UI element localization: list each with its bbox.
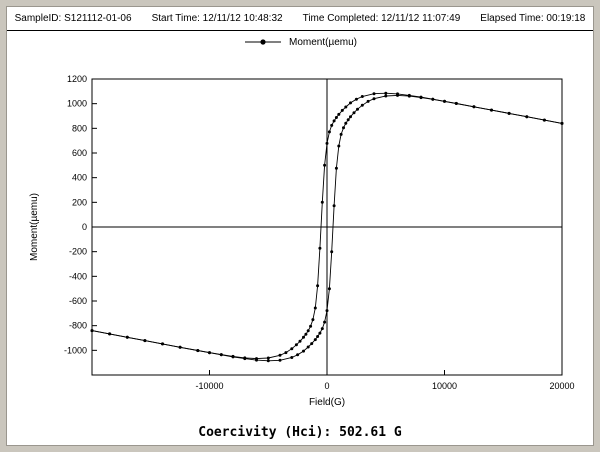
- svg-text:400: 400: [72, 173, 87, 183]
- svg-text:0: 0: [82, 222, 87, 232]
- svg-text:Field(G): Field(G): [309, 397, 345, 408]
- elapsed-time-text: Elapsed Time: 00:19:18: [480, 13, 586, 24]
- svg-text:20000: 20000: [549, 381, 574, 391]
- svg-text:-200: -200: [69, 247, 87, 257]
- legend-marker-icon: [245, 39, 281, 45]
- svg-text:-600: -600: [69, 296, 87, 306]
- svg-text:-1000: -1000: [64, 345, 87, 355]
- svg-text:800: 800: [72, 123, 87, 133]
- svg-text:-400: -400: [69, 271, 87, 281]
- legend: Moment(µemu): [7, 34, 593, 50]
- svg-text:-800: -800: [69, 321, 87, 331]
- sample-id-text: SampleID: S121112-01-06: [14, 13, 132, 24]
- chart-area: 1200 1000 800 600 400 200 0 -200 -400 -600 -800 -10…: [21, 61, 581, 416]
- svg-text:-10000: -10000: [195, 381, 223, 391]
- time-completed-text: Time Completed: 12/11/12 11:07:49: [302, 13, 461, 24]
- svg-text:200: 200: [72, 197, 87, 207]
- svg-text:Moment(µemu): Moment(µemu): [29, 193, 40, 261]
- svg-text:600: 600: [72, 148, 87, 158]
- start-time-text: Start Time: 12/11/12 10:48:32: [151, 13, 283, 24]
- hysteresis-plot: 1200 1000 800 600 400 200 0 -200 -400 -600 -800 -10…: [29, 74, 575, 408]
- svg-text:1200: 1200: [67, 74, 87, 84]
- svg-text:1000: 1000: [67, 99, 87, 109]
- svg-text:10000: 10000: [432, 381, 457, 391]
- legend-label: Moment(µemu): [289, 36, 357, 48]
- svg-text:0: 0: [324, 381, 329, 391]
- header-bar: SampleID: S121112-01-06 Start Time: 12/1…: [7, 7, 593, 31]
- report-panel: SampleID: S121112-01-06 Start Time: 12/1…: [6, 6, 594, 446]
- coercivity-readout: Coercivity (Hci): 502.61 G: [7, 425, 593, 440]
- coercivity-value: Coercivity (Hci): 502.61 G: [198, 425, 402, 440]
